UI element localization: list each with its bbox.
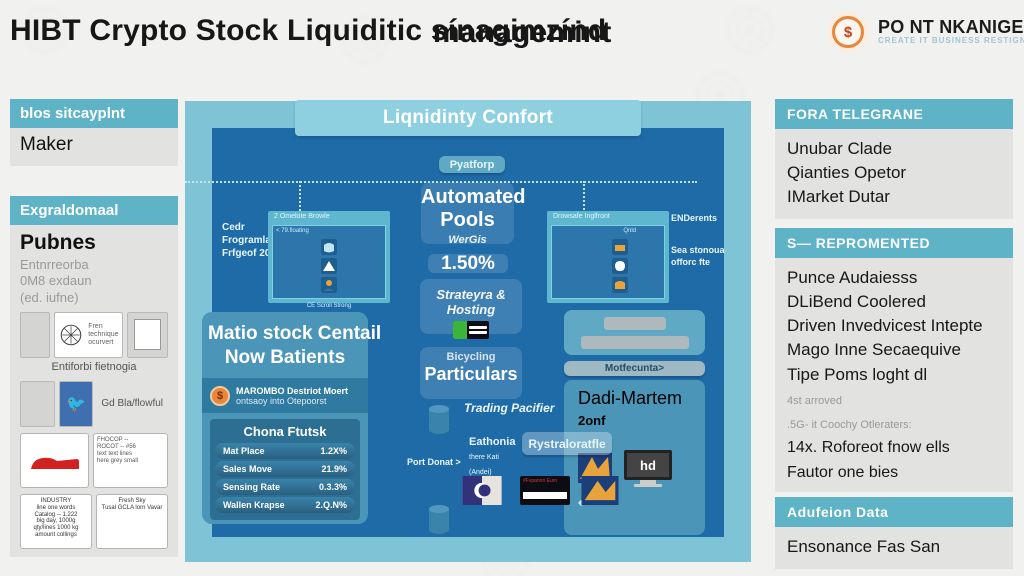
svg-text:hd: hd	[640, 458, 656, 473]
